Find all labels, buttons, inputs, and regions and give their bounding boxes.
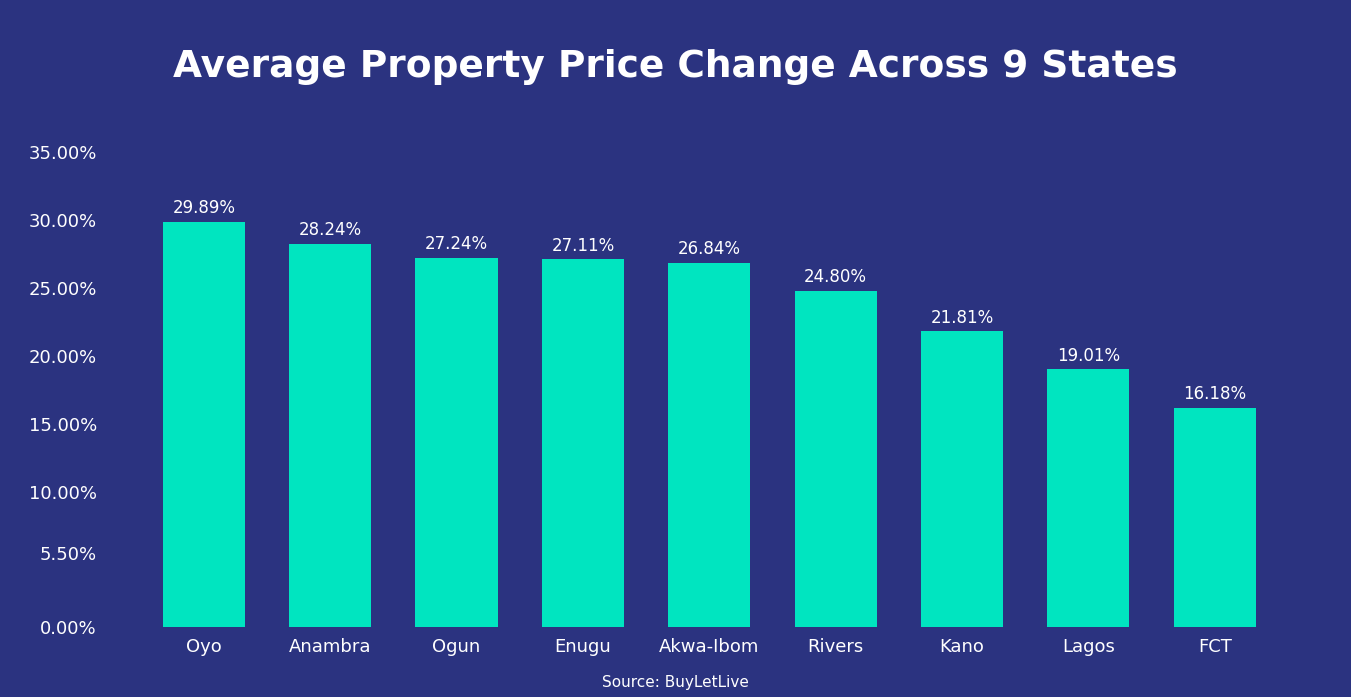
Text: 27.11%: 27.11% (551, 236, 615, 254)
Text: 16.18%: 16.18% (1183, 385, 1247, 403)
Text: 19.01%: 19.01% (1056, 346, 1120, 365)
Text: 26.84%: 26.84% (678, 240, 740, 259)
Bar (1174, 408, 1256, 627)
Text: 28.24%: 28.24% (299, 221, 362, 239)
Text: Source: BuyLetLive: Source: BuyLetLive (603, 675, 748, 690)
Bar (416, 258, 497, 627)
Text: 27.24%: 27.24% (426, 235, 488, 253)
Bar (542, 259, 624, 627)
Text: 21.81%: 21.81% (931, 309, 993, 326)
Bar (794, 291, 877, 627)
Text: 24.80%: 24.80% (804, 268, 867, 286)
Bar (921, 331, 1002, 627)
Bar (669, 263, 750, 627)
Bar (289, 244, 372, 627)
Bar (162, 222, 245, 627)
Bar (1047, 369, 1129, 627)
Text: 29.89%: 29.89% (173, 199, 235, 217)
Text: Average Property Price Change Across 9 States: Average Property Price Change Across 9 S… (173, 49, 1178, 85)
